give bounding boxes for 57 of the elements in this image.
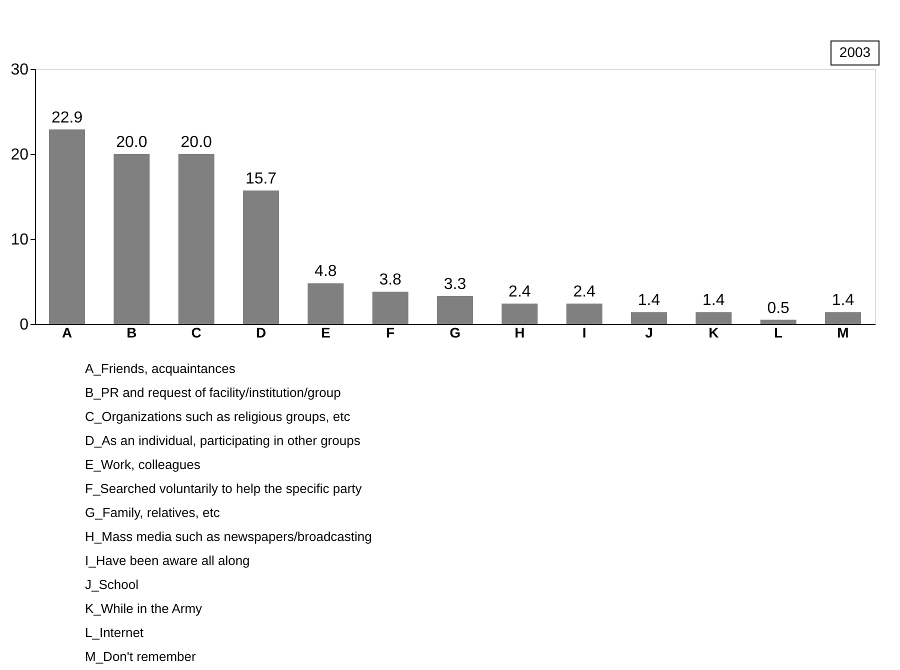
data-label: 1.4 — [702, 292, 725, 310]
data-label: 0.5 — [767, 300, 790, 317]
text: B_PR and request of facility/institution/group — [85, 385, 341, 400]
bar — [372, 292, 408, 324]
text: L_Internet — [85, 625, 144, 640]
x-tick-label: L — [774, 324, 784, 340]
bar — [696, 312, 732, 324]
x-tick-label: E — [321, 324, 330, 340]
data-label: 2.4 — [573, 284, 596, 301]
bar — [49, 129, 86, 324]
x-tick-label: C — [191, 324, 202, 340]
text: A_Friends, acquaintances — [85, 361, 236, 376]
bar — [760, 320, 796, 324]
y-tick-label: 10 — [10, 232, 29, 248]
bar — [502, 304, 538, 324]
text: D_As an individual, participating in other groups — [85, 433, 361, 448]
x-tick-label: I — [582, 324, 586, 340]
data-label: 1.4 — [832, 292, 854, 310]
data-label: 4.8 — [314, 263, 337, 280]
data-label: 3.3 — [444, 276, 466, 293]
text: I_Have been aware all along — [85, 553, 250, 568]
bar — [437, 296, 473, 324]
x-tick-label: J — [645, 324, 653, 340]
x-tick-label: K — [708, 324, 719, 340]
text: K_While in the Army — [85, 601, 203, 616]
x-tick-label: G — [450, 324, 461, 340]
data-label: 20.0 — [180, 134, 212, 151]
text: C_Organizations such as religious groups, etc — [85, 409, 351, 424]
bar — [308, 283, 344, 324]
text: M_Don't remember — [85, 649, 197, 664]
data-label: 1.4 — [638, 292, 660, 310]
y-tick-label: 20 — [10, 146, 29, 164]
text: E_Work, colleagues — [85, 457, 201, 472]
text: J_School — [85, 577, 139, 592]
data-label: 3.8 — [379, 272, 402, 289]
text: F_Searched voluntarily to help the specific party — [85, 481, 362, 496]
x-tick-label: B — [126, 324, 137, 340]
x-tick-label: H — [514, 324, 525, 340]
x-tick-label: F — [386, 324, 396, 340]
x-tick-label: M — [837, 324, 849, 340]
bar — [243, 190, 280, 324]
bar — [566, 304, 602, 324]
y-tick-label: 30 — [10, 62, 29, 78]
data-label: 2.4 — [508, 284, 531, 301]
data-label: 22.9 — [51, 109, 83, 126]
text: G_Family, relatives, etc — [85, 505, 220, 520]
bar — [824, 312, 861, 324]
bar — [630, 312, 667, 324]
text: H_Mass media such as newspapers/broadcasting — [85, 529, 372, 544]
text: 2003 — [839, 44, 871, 60]
data-label: 20.0 — [116, 134, 148, 151]
bar — [178, 154, 214, 324]
x-tick-label: D — [256, 324, 266, 340]
x-tick-label: A — [62, 324, 72, 340]
data-label: 15.7 — [245, 170, 277, 188]
bar — [114, 154, 150, 324]
y-tick-label: 0 — [20, 316, 29, 334]
